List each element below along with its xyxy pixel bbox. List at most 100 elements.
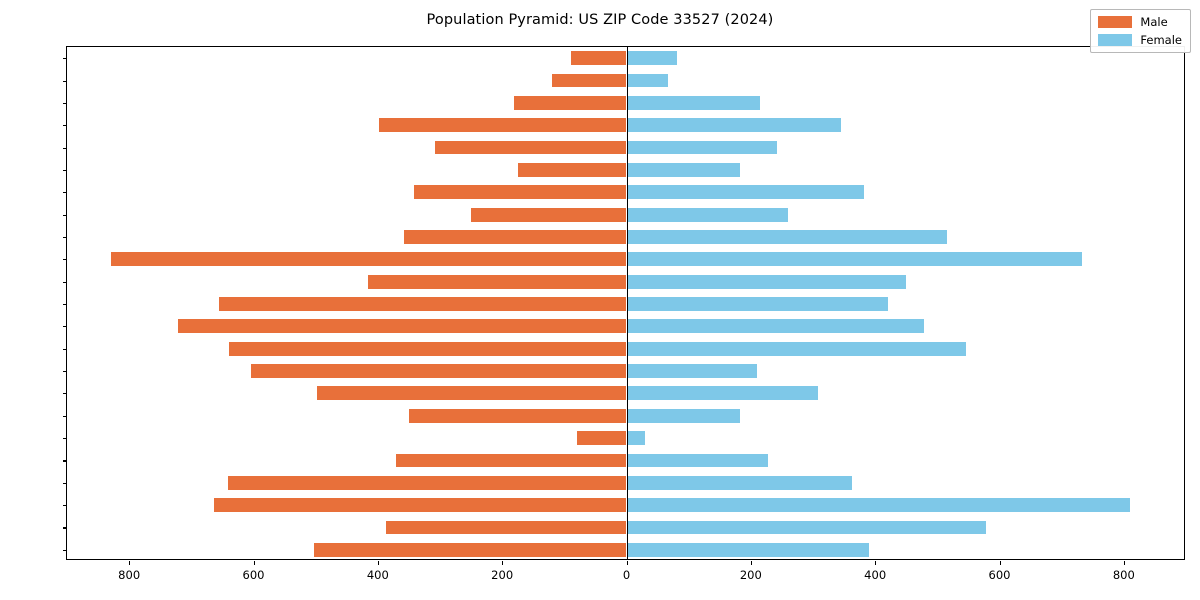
y-tick-mark bbox=[63, 125, 67, 127]
male-color-swatch bbox=[1098, 16, 1133, 28]
y-tick-mark bbox=[63, 415, 67, 417]
bar-male-40-44 bbox=[219, 297, 627, 311]
y-tick-mark bbox=[63, 304, 67, 306]
pyramid-row bbox=[67, 431, 1184, 445]
pyramid-row bbox=[67, 542, 1184, 557]
bar-female-35-39 bbox=[626, 319, 925, 334]
chart-title: Population Pyramid: US ZIP Code 33527 (2… bbox=[426, 12, 774, 28]
bar-male-20 bbox=[577, 431, 627, 445]
zero-axis-line bbox=[626, 47, 628, 559]
x-tick-label: 0 bbox=[622, 568, 631, 582]
y-tick-mark bbox=[63, 214, 67, 216]
y-tick-mark bbox=[63, 482, 67, 484]
bar-male-80-84 bbox=[551, 73, 627, 88]
pyramid-row bbox=[67, 520, 1184, 535]
y-tick-mark bbox=[63, 348, 67, 350]
y-tick-mark bbox=[63, 393, 67, 395]
pyramid-row bbox=[67, 341, 1184, 356]
x-tick-mark bbox=[875, 561, 877, 565]
pyramid-row bbox=[67, 498, 1184, 513]
bar-female-18-19 bbox=[626, 453, 769, 468]
x-tick-label: 400 bbox=[864, 568, 887, 582]
bar-male-35-39 bbox=[178, 319, 627, 334]
x-tick-mark bbox=[129, 561, 131, 565]
bar-female-65-66 bbox=[626, 162, 740, 177]
y-tick-mark bbox=[63, 259, 67, 261]
pyramid-row bbox=[67, 386, 1184, 401]
bar-male-15-17 bbox=[228, 475, 627, 490]
x-tick-label: 200 bbox=[739, 568, 762, 582]
bar-female-60-61 bbox=[626, 207, 788, 222]
pyramid-row bbox=[67, 453, 1184, 468]
bar-female-21 bbox=[626, 408, 741, 423]
y-tick-mark bbox=[63, 549, 67, 551]
pyramid-row bbox=[67, 274, 1184, 289]
x-tick-label: 600 bbox=[988, 568, 1011, 582]
bar-male-10-14 bbox=[214, 498, 627, 513]
bar-male-under-5 bbox=[313, 542, 627, 557]
bar-female-20 bbox=[626, 431, 646, 445]
y-tick-mark bbox=[63, 147, 67, 149]
pyramid-row bbox=[67, 118, 1184, 133]
bar-female-40-44 bbox=[626, 297, 889, 311]
bar-male-65-66 bbox=[517, 162, 627, 177]
bar-male-25-29 bbox=[251, 364, 627, 378]
bar-female-55-59 bbox=[626, 230, 948, 244]
bar-male-75-79 bbox=[513, 95, 627, 110]
bar-male-55-59 bbox=[403, 230, 627, 244]
x-tick-label: 200 bbox=[491, 568, 514, 582]
pyramid-row bbox=[67, 73, 1184, 88]
pyramid-row bbox=[67, 475, 1184, 490]
bar-female-under-5 bbox=[626, 542, 869, 557]
y-tick-mark bbox=[63, 236, 67, 239]
bar-male-60-61 bbox=[471, 207, 627, 222]
x-tick-label: 600 bbox=[242, 568, 265, 582]
pyramid-row bbox=[67, 95, 1184, 110]
pyramid-row bbox=[67, 51, 1184, 66]
plot-area: 85+80-8475-7970-7467-6965-6662-6460-6155… bbox=[63, 46, 1185, 582]
y-tick-mark bbox=[63, 527, 67, 529]
legend-entry-female[interactable]: Female bbox=[1098, 33, 1182, 47]
bar-male-62-64 bbox=[413, 185, 627, 200]
x-tick-mark bbox=[253, 561, 255, 565]
bar-male-50-54 bbox=[111, 252, 627, 267]
pyramid-row bbox=[67, 297, 1184, 311]
bar-female-25-29 bbox=[626, 364, 758, 378]
pyramid-row bbox=[67, 140, 1184, 155]
bar-female-10-14 bbox=[626, 498, 1131, 513]
x-tick-label: 800 bbox=[1112, 568, 1135, 582]
legend-entry-male[interactable]: Male bbox=[1098, 15, 1182, 29]
x-tick-mark bbox=[377, 561, 379, 565]
bar-female-70-74 bbox=[626, 118, 841, 133]
pyramid-row bbox=[67, 364, 1184, 378]
pyramid-row bbox=[67, 408, 1184, 423]
x-tick-label: 800 bbox=[118, 568, 141, 582]
y-tick-mark bbox=[63, 460, 67, 462]
pyramid-row bbox=[67, 252, 1184, 267]
y-tick-mark bbox=[63, 169, 67, 171]
legend-label-female: Female bbox=[1140, 33, 1182, 47]
bar-female-30-34 bbox=[626, 341, 966, 356]
bar-male-45-49 bbox=[367, 274, 627, 289]
bar-female-5-9 bbox=[626, 520, 986, 535]
pyramid-row bbox=[67, 230, 1184, 244]
bar-female-80-84 bbox=[626, 73, 668, 88]
bar-male-21 bbox=[408, 408, 627, 423]
y-tick-mark bbox=[63, 326, 67, 328]
bar-male-30-34 bbox=[229, 341, 627, 356]
female-color-swatch bbox=[1098, 34, 1133, 46]
pyramid-row bbox=[67, 207, 1184, 222]
x-tick-mark bbox=[999, 561, 1001, 565]
plot-inner bbox=[67, 47, 1184, 559]
y-tick-mark bbox=[63, 102, 67, 104]
bar-male-5-9 bbox=[385, 520, 627, 535]
chart-legend: Male Female bbox=[1090, 9, 1191, 53]
pyramid-row bbox=[67, 319, 1184, 334]
x-tick-mark bbox=[626, 561, 628, 565]
x-tick-mark bbox=[502, 561, 504, 565]
y-tick-mark bbox=[63, 58, 67, 60]
bar-male-85- bbox=[571, 51, 627, 66]
bar-male-22-24 bbox=[316, 386, 627, 401]
x-tick-mark bbox=[1123, 561, 1125, 565]
